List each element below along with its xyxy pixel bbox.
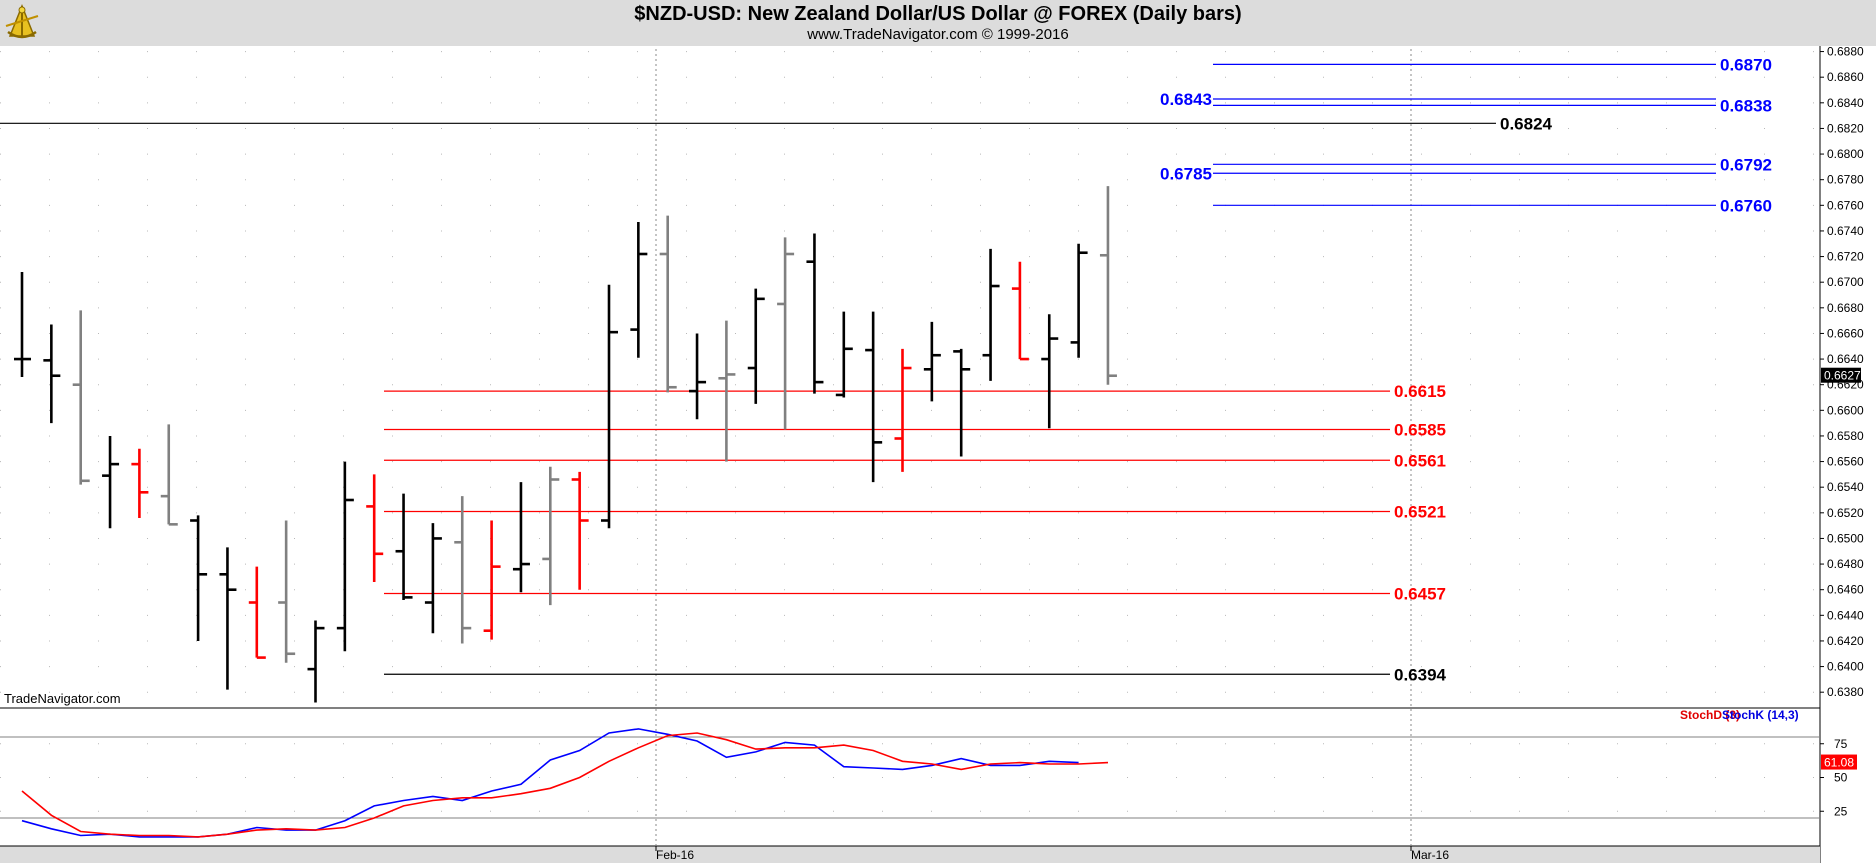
stoch-tick-label: 75 [1834, 737, 1848, 751]
legend-stochd: StochD (3) [1680, 708, 1740, 722]
legend-stochk: StochK (14,3) [1722, 708, 1799, 722]
level-label: 0.6838 [1720, 96, 1772, 115]
grid [0, 49, 1818, 845]
level-label: 0.6870 [1720, 55, 1772, 74]
level-label: 0.6824 [1500, 114, 1553, 133]
price-tick-label: 0.6880 [1827, 45, 1864, 59]
sextant-logo-icon [5, 3, 39, 39]
price-tick-label: 0.6480 [1827, 557, 1864, 571]
price-tick-label: 0.6380 [1827, 685, 1864, 699]
axis-background [1820, 46, 1876, 863]
time-axis: Feb-16 Mar-16 [0, 845, 1820, 863]
price-tick-label: 0.6860 [1827, 70, 1864, 84]
price-tick-label: 0.6760 [1827, 198, 1864, 212]
price-tick-label: 0.6400 [1827, 660, 1864, 674]
level-label: 0.6785 [1160, 164, 1212, 183]
price-tick-label: 0.6720 [1827, 250, 1864, 264]
price-tick-label: 0.6460 [1827, 583, 1864, 597]
stoch-series-line [21, 728, 1079, 838]
time-axis-band [0, 846, 1820, 863]
last-price-label: 0.6627 [1824, 369, 1861, 383]
level-label: 0.6561 [1394, 451, 1446, 470]
level-lines: 0.6870 0.6843 0.6838 0.6824 0.6792 0.6785 0.67… [0, 55, 1772, 684]
level-label: 0.6457 [1394, 585, 1446, 604]
level-label: 0.6843 [1160, 90, 1212, 109]
chart-title: $NZD-USD: New Zealand Dollar/US Dollar @… [634, 3, 1242, 25]
price-tick-label: 0.6540 [1827, 480, 1864, 494]
price-axis: 0.6880 0.6860 0.6840 0.6820 0.6800 0.6780 0.67… [1819, 45, 1876, 863]
level-label: 0.6394 [1394, 665, 1447, 684]
price-tick-label: 0.6580 [1827, 429, 1864, 443]
price-tick-label: 0.6800 [1827, 147, 1864, 161]
price-tick-label: 0.6640 [1827, 352, 1864, 366]
price-tick-label: 0.6440 [1827, 608, 1864, 622]
price-tick-label: 0.6520 [1827, 506, 1864, 520]
price-tick-label: 0.6680 [1827, 301, 1864, 315]
chart-header: $NZD-USD: New Zealand Dollar/US Dollar @… [0, 0, 1876, 46]
stoch-tick-label: 25 [1834, 804, 1848, 818]
price-tick-label: 0.6560 [1827, 455, 1864, 469]
level-label: 0.6760 [1720, 196, 1772, 215]
last-price-tag [1821, 367, 1861, 383]
price-tick-label: 0.6660 [1827, 326, 1864, 340]
level-label: 0.6615 [1394, 382, 1446, 401]
stochastic-panel: 75 50 25 61.08 [0, 707, 1857, 838]
time-tick-label: Mar-16 [1411, 848, 1449, 862]
price-tick-label: 0.6780 [1827, 173, 1864, 187]
price-tick-label: 0.6420 [1827, 634, 1864, 648]
stoch-tick-label: 50 [1834, 771, 1848, 785]
price-tick-label: 0.6820 [1827, 121, 1864, 135]
watermark: TradeNavigator.com [4, 691, 121, 706]
level-label: 0.6521 [1394, 503, 1446, 522]
price-tick-label: 0.6700 [1827, 275, 1864, 289]
price-tick-label: 0.6500 [1827, 531, 1864, 545]
price-bars [14, 186, 1117, 703]
level-label: 0.6585 [1394, 421, 1446, 440]
stoch-last-label: 61.08 [1824, 756, 1854, 770]
level-label: 0.6792 [1720, 155, 1772, 174]
price-tick-label: 0.6740 [1827, 224, 1864, 238]
stoch-last-tag [1821, 754, 1857, 770]
price-tick-label: 0.6600 [1827, 403, 1864, 417]
chart-subtitle: www.TradeNavigator.com © 1999-2016 [807, 26, 1069, 43]
price-tick-label: 0.6840 [1827, 96, 1864, 110]
time-tick-label: Feb-16 [656, 848, 694, 862]
stoch-series-line [21, 732, 1109, 838]
